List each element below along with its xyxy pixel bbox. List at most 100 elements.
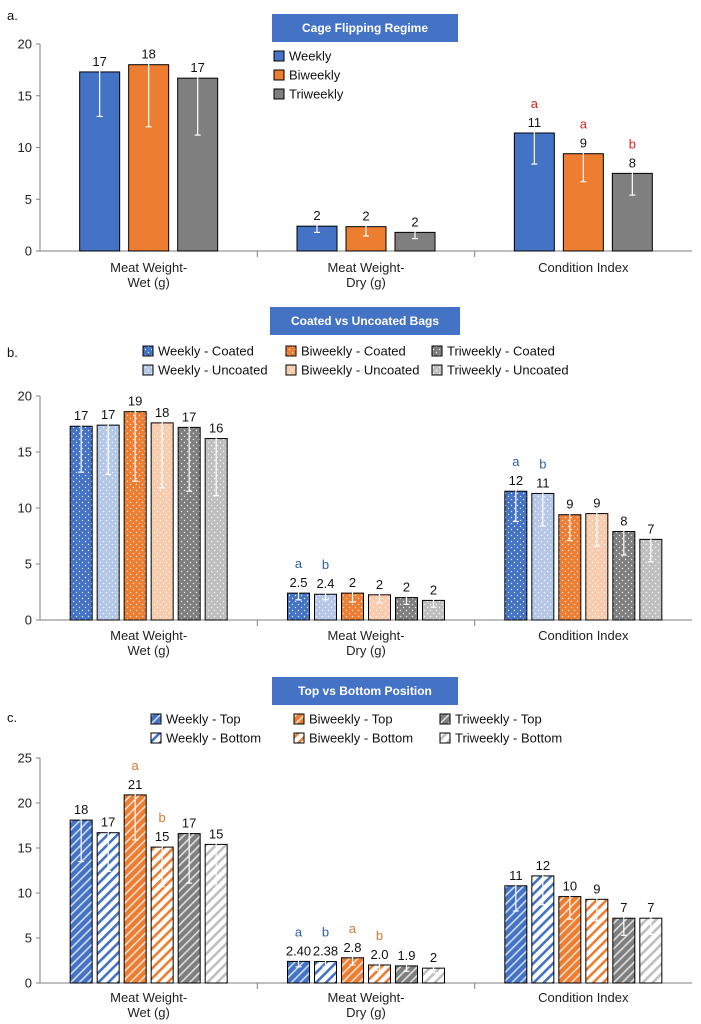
legend-swatch <box>293 732 305 744</box>
legend-label: Weekly - Uncoated <box>158 363 268 378</box>
data-label: 21 <box>128 777 142 792</box>
data-label: 9 <box>580 136 587 151</box>
chart-title-box <box>272 677 458 705</box>
data-label: 16 <box>209 421 223 436</box>
data-label: 2 <box>313 208 320 223</box>
data-label: 11 <box>536 475 550 490</box>
y-tick-label: 15 <box>18 841 32 856</box>
x-category-label: Meat Weight- <box>327 628 404 643</box>
x-category-label: Dry (g) <box>346 1005 386 1020</box>
panel-letter: c. <box>7 710 17 725</box>
x-category-label: Condition Index <box>538 628 629 643</box>
data-label: 2 <box>430 582 437 597</box>
y-tick-label: 20 <box>18 796 32 811</box>
data-label: 18 <box>74 802 88 817</box>
legend-swatch <box>273 88 285 100</box>
significance-letter: b <box>322 925 329 940</box>
data-label: 9 <box>593 496 600 511</box>
significance-letter: b <box>629 136 636 151</box>
legend-swatch <box>150 713 162 725</box>
significance-letter: a <box>132 758 140 773</box>
data-label: 2.0 <box>370 947 388 962</box>
y-tick-label: 15 <box>18 88 32 103</box>
y-tick-label: 10 <box>18 140 32 155</box>
legend-swatch <box>285 364 297 376</box>
x-category-label: Meat Weight- <box>327 260 404 275</box>
chart-title: Top vs Bottom Position <box>298 684 432 698</box>
data-label: 17 <box>101 407 115 422</box>
significance-letter: a <box>512 454 520 469</box>
bar <box>611 172 653 252</box>
y-tick-label: 0 <box>25 613 32 628</box>
y-tick-label: 5 <box>25 557 32 572</box>
data-label: 17 <box>74 408 88 423</box>
legend-swatch <box>431 364 443 376</box>
data-label: 2.40 <box>286 943 311 958</box>
data-label: 15 <box>209 826 223 841</box>
data-label: 17 <box>92 54 106 69</box>
data-label: 12 <box>536 858 550 873</box>
legend-label: Biweekly <box>289 68 341 83</box>
chart-panel-2: Top vs Bottom Position c. 0 5 10 15 20 25 Meat W… <box>7 677 692 1020</box>
data-label: 7 <box>647 900 654 915</box>
legend-label: Biweekly - Uncoated <box>301 363 420 378</box>
legend-swatch <box>293 713 305 725</box>
data-label: 7 <box>647 521 654 536</box>
legend-label: Biweekly - Top <box>309 712 393 727</box>
chart-panel-0: Cage Flipping Regime a. 0 5 10 15 20 Meat Weigh… <box>7 8 692 290</box>
x-category-label: Dry (g) <box>346 643 386 658</box>
x-category-label: Meat Weight- <box>110 990 187 1005</box>
legend-label: Biweekly - Bottom <box>309 731 413 746</box>
chart-title-box <box>270 307 460 335</box>
significance-letter: a <box>349 921 357 936</box>
significance-letter: b <box>539 456 546 471</box>
x-category-label: Meat Weight- <box>327 990 404 1005</box>
chart-title: Coated vs Uncoated Bags <box>291 314 439 328</box>
legend-swatch <box>273 50 285 62</box>
chart-title: Cage Flipping Regime <box>302 21 428 35</box>
x-category-label: Condition Index <box>538 990 629 1005</box>
data-label: 9 <box>593 881 600 896</box>
data-label: 2.4 <box>316 576 334 591</box>
data-label: 7 <box>620 900 627 915</box>
data-label: 2 <box>362 209 369 224</box>
significance-letter: a <box>531 96 539 111</box>
legend-label: Weekly <box>289 49 332 64</box>
data-label: 17 <box>182 816 196 831</box>
significance-letter: b <box>322 557 329 572</box>
y-tick-label: 25 <box>18 751 32 766</box>
data-label: 15 <box>155 829 169 844</box>
legend-swatch <box>142 345 154 357</box>
data-label: 11 <box>528 115 542 130</box>
legend-label: Triweekly - Bottom <box>455 731 562 746</box>
data-label: 11 <box>509 868 523 883</box>
x-category-label: Condition Index <box>538 260 629 275</box>
y-tick-label: 10 <box>18 501 32 516</box>
significance-letter: a <box>580 117 588 132</box>
legend-swatch <box>439 713 451 725</box>
data-label: 17 <box>190 60 204 75</box>
y-tick-label: 5 <box>25 931 32 946</box>
data-label: 18 <box>141 47 155 62</box>
y-tick-label: 15 <box>18 445 32 460</box>
data-label: 2 <box>430 950 437 965</box>
legend-swatch <box>431 345 443 357</box>
y-tick-label: 0 <box>25 976 32 991</box>
y-tick-label: 0 <box>25 244 32 259</box>
data-label: 2 <box>411 214 418 229</box>
legend-swatch <box>273 69 285 81</box>
data-label: 8 <box>629 155 636 170</box>
legend-label: Weekly - Coated <box>158 344 254 359</box>
legend-swatch <box>142 364 154 376</box>
panel-letter: b. <box>7 345 18 360</box>
chart-title-box <box>272 14 458 42</box>
y-tick-label: 5 <box>25 192 32 207</box>
data-label: 18 <box>155 405 169 420</box>
data-label: 2.38 <box>313 944 338 959</box>
y-tick-label: 10 <box>18 886 32 901</box>
data-label: 17 <box>101 815 115 830</box>
data-label: 9 <box>566 497 573 512</box>
x-category-label: Wet (g) <box>127 1005 169 1020</box>
significance-letter: b <box>159 810 166 825</box>
